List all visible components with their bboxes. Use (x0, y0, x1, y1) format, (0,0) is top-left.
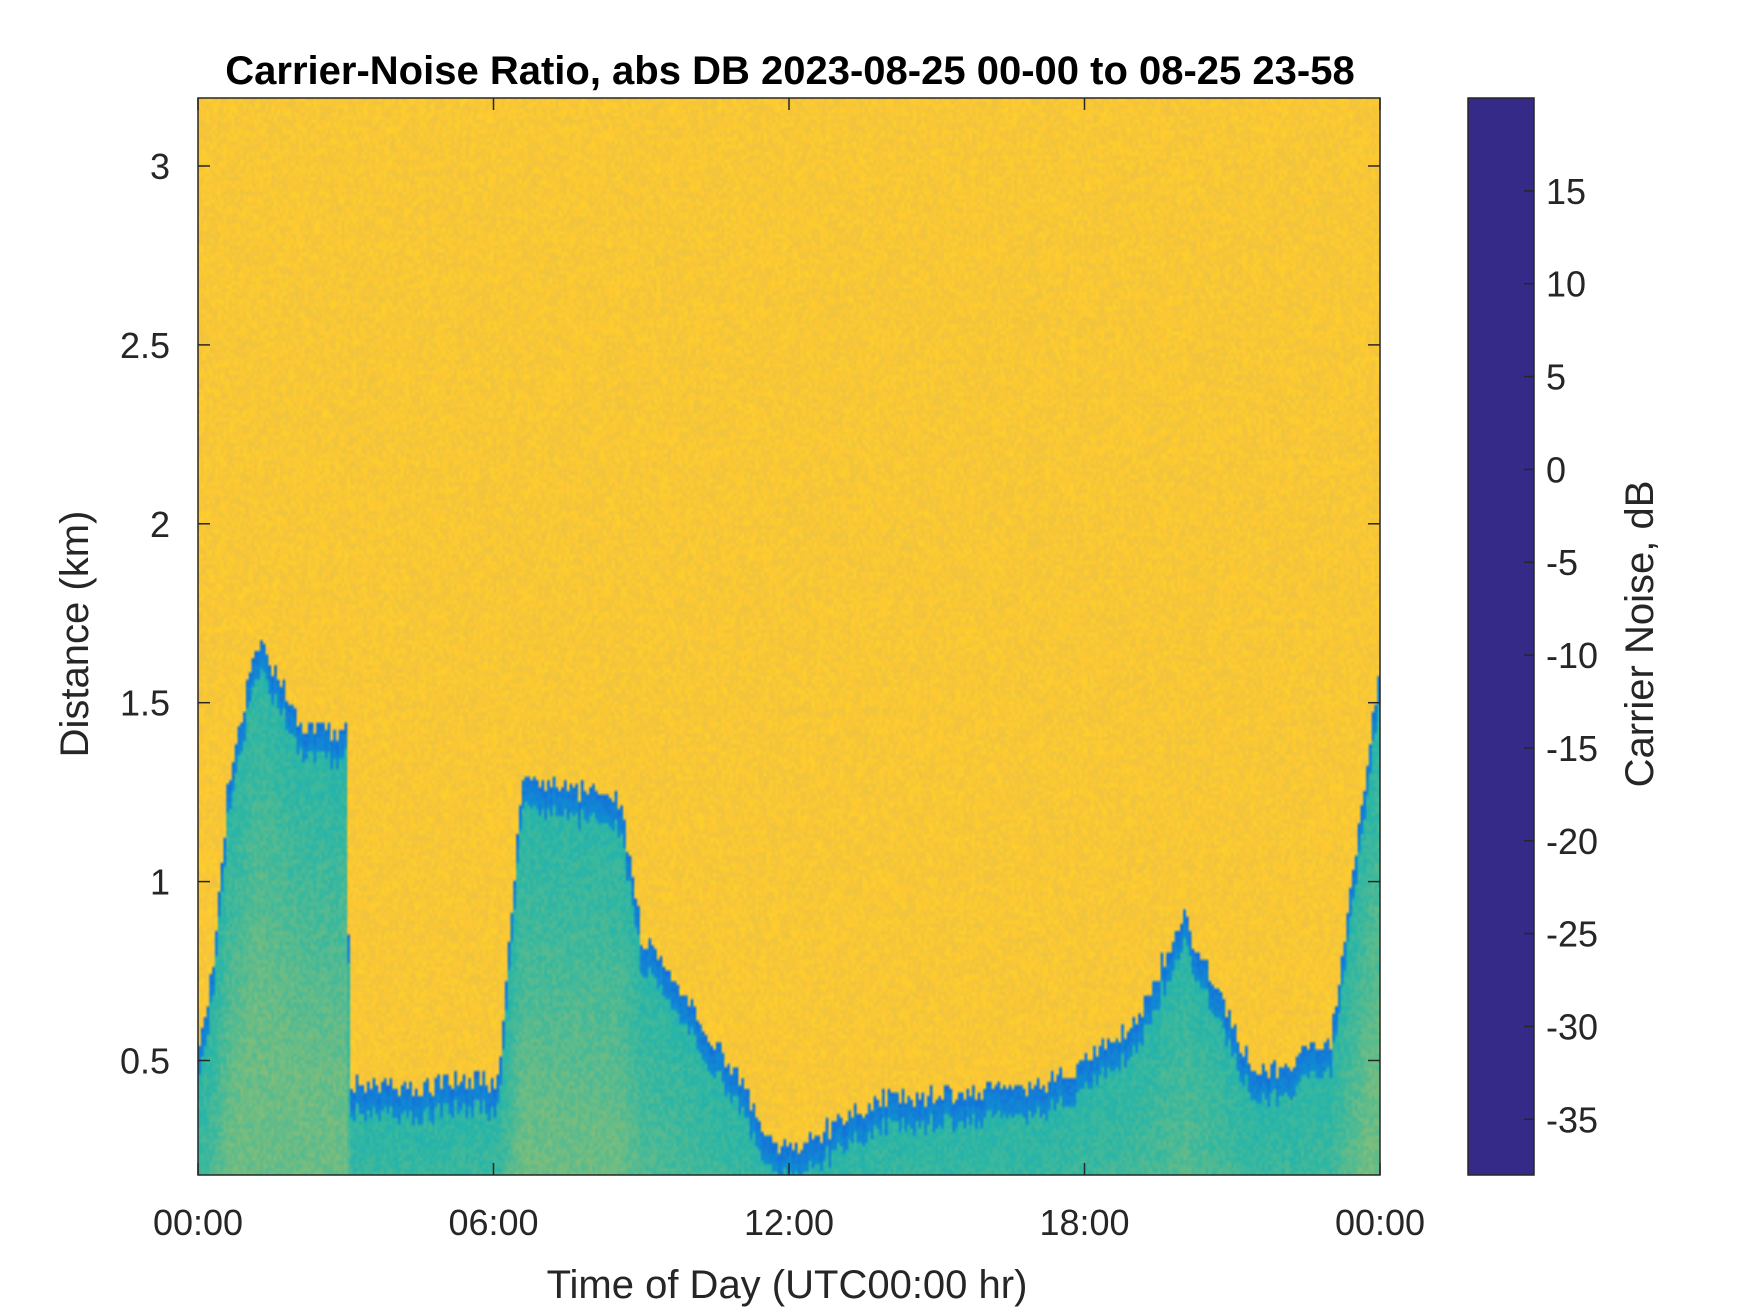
colorbar-label: Carrier Noise, dB (1618, 481, 1662, 788)
y-axis-label: Distance (km) (53, 511, 97, 758)
colorbar-tick-label: 5 (1546, 357, 1566, 398)
x-tick-label: 18:00 (1039, 1202, 1129, 1243)
y-axis: 0.5 1 1.5 2 2.5 3 (120, 146, 1380, 1082)
colorbar-tick-label: 15 (1546, 171, 1586, 212)
y-tick-label: 0.5 (120, 1041, 170, 1082)
colorbar-tick-label: -5 (1546, 542, 1578, 583)
heatmap-raster (198, 98, 1380, 1175)
colorbar-tick-label: -25 (1546, 914, 1598, 955)
x-tick-label: 00:00 (153, 1202, 243, 1243)
colorbar-axis: 15 10 5 0 -5 -10 -15 -20 -25 -30 -35 (1524, 171, 1598, 1140)
x-tick-label: 06:00 (448, 1202, 538, 1243)
chart-title: Carrier-Noise Ratio, abs DB 2023-08-25 0… (225, 49, 1354, 93)
y-tick-label: 1.5 (120, 683, 170, 724)
x-tick-label: 00:00 (1335, 1202, 1425, 1243)
x-axis-label: Time of Day (UTC00:00 hr) (547, 1263, 1028, 1307)
colorbar-tick-label: -15 (1546, 728, 1598, 769)
colorbar-tick-label: -20 (1546, 821, 1598, 862)
colorbar (1467, 97, 1535, 1176)
x-tick-label: 12:00 (744, 1202, 834, 1243)
colorbar-tick-label: -30 (1546, 1006, 1598, 1047)
y-tick-label: 3 (150, 146, 170, 187)
colorbar-tick-label: 10 (1546, 264, 1586, 305)
y-tick-label: 2 (150, 504, 170, 545)
colorbar-tick-label: -35 (1546, 1099, 1598, 1140)
colorbar-tick-label: 0 (1546, 449, 1566, 490)
colorbar-tick-label: -10 (1546, 635, 1598, 676)
heatmap-plot-area (198, 98, 1380, 1175)
y-tick-label: 1 (150, 862, 170, 903)
y-tick-label: 2.5 (120, 325, 170, 366)
x-axis: 00:00 06:00 12:00 18:00 00:00 (153, 98, 1425, 1243)
